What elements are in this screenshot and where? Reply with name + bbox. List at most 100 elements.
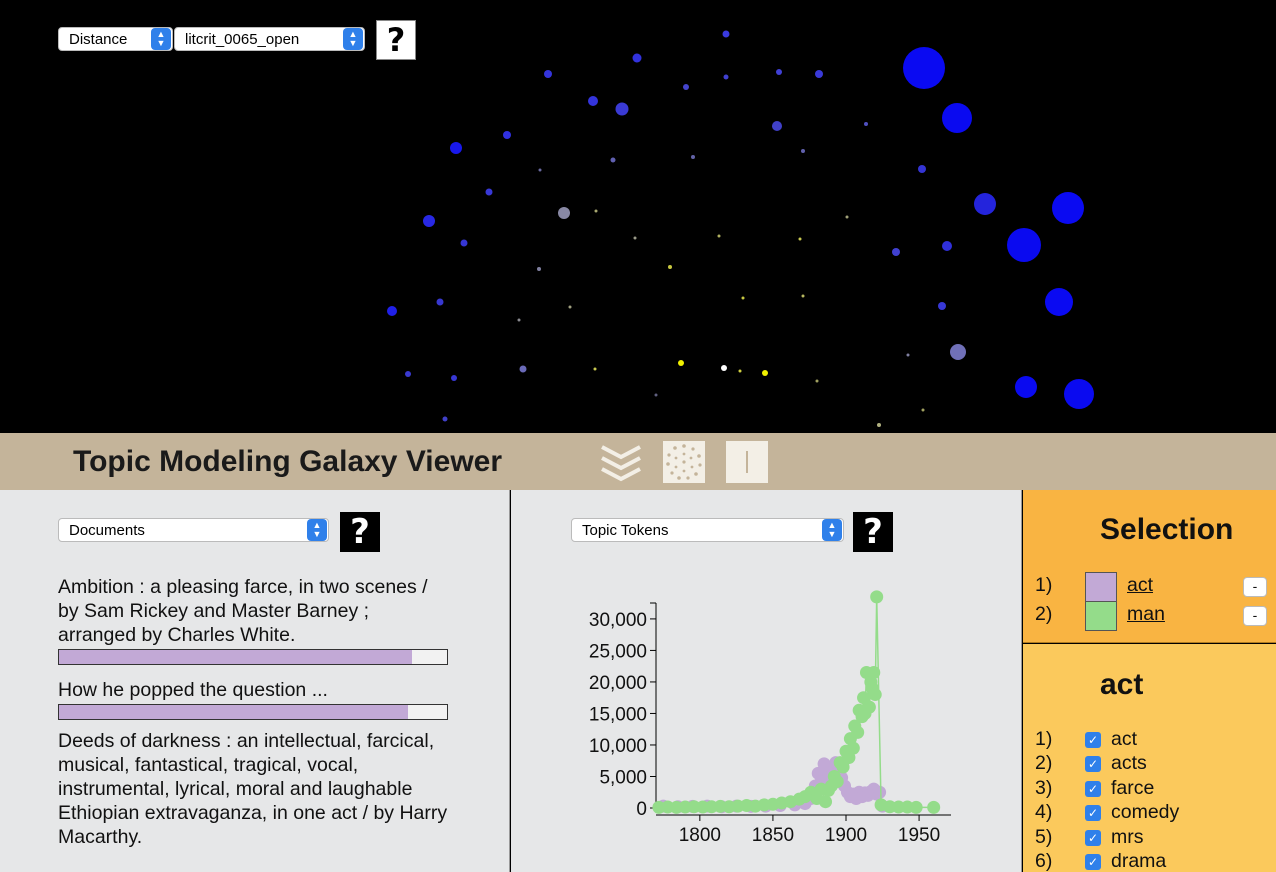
topic-word-checkbox[interactable]: ✓	[1085, 830, 1101, 846]
topic-node[interactable]	[538, 168, 542, 172]
series-2-point[interactable]	[909, 800, 923, 814]
topic-word-item[interactable]: 2) ✓ acts	[1035, 752, 1265, 776]
remove-selection-button[interactable]: -	[1243, 606, 1267, 626]
topic-node[interactable]	[892, 248, 900, 256]
topic-node[interactable]	[460, 239, 468, 247]
topic-node[interactable]	[815, 70, 823, 78]
document-item[interactable]: How he popped the question ...	[58, 678, 448, 720]
topic-node[interactable]	[903, 47, 945, 89]
topic-node[interactable]	[950, 344, 966, 360]
series-2-point[interactable]	[819, 795, 833, 809]
document-item[interactable]: Ambition : a pleasing farce, in two scen…	[58, 575, 448, 665]
topic-node[interactable]	[1007, 228, 1041, 262]
galaxy-view[interactable]: Distance ▲ ▼ litcrit_0065_open ▲ ▼ ?	[0, 0, 1276, 433]
topic-word-checkbox[interactable]: ✓	[1085, 805, 1101, 821]
topic-word-item[interactable]: 4) ✓ comedy	[1035, 801, 1265, 825]
selection-item-link[interactable]: man	[1127, 603, 1165, 625]
topic-node[interactable]	[485, 188, 493, 196]
topic-node[interactable]	[877, 423, 881, 427]
topic-node[interactable]	[721, 365, 727, 371]
topic-node[interactable]	[717, 234, 721, 238]
series-1-point[interactable]	[873, 785, 887, 799]
topic-node[interactable]	[436, 298, 444, 306]
model-select[interactable]: litcrit_0065_open ▲ ▼	[174, 27, 365, 51]
topic-word-item[interactable]: 6) ✓ drama	[1035, 850, 1265, 872]
topic-node[interactable]	[741, 296, 745, 300]
metric-select[interactable]: Distance ▲ ▼	[58, 27, 173, 51]
topic-node[interactable]	[722, 30, 730, 38]
topic-node[interactable]	[723, 74, 729, 80]
topic-node[interactable]	[776, 69, 782, 75]
topic-node[interactable]	[678, 360, 684, 366]
topic-node[interactable]	[519, 365, 527, 373]
topic-node[interactable]	[442, 416, 448, 422]
topic-node[interactable]	[918, 165, 926, 173]
selection-item[interactable]: 1) act -	[1035, 572, 1273, 602]
topic-node[interactable]	[974, 193, 996, 215]
topic-node[interactable]	[451, 375, 457, 381]
series-2-point[interactable]	[857, 691, 871, 705]
topic-node[interactable]	[537, 267, 541, 271]
topic-galaxy[interactable]	[0, 0, 1276, 433]
topic-node[interactable]	[772, 121, 782, 131]
chart-metric-select[interactable]: Topic Tokens ▲ ▼	[571, 518, 844, 542]
documents-help-button[interactable]: ?	[340, 512, 380, 552]
document-item[interactable]: Deeds of darkness : an intellectual, far…	[58, 729, 448, 849]
topic-word-item[interactable]: 5) ✓ mrs	[1035, 826, 1265, 850]
series-2-point[interactable]	[868, 688, 882, 702]
topic-node[interactable]	[864, 122, 868, 126]
topic-word-item[interactable]: 3) ✓ farce	[1035, 777, 1265, 801]
series-2-point[interactable]	[927, 800, 941, 814]
topic-node[interactable]	[762, 370, 768, 376]
topic-node[interactable]	[615, 102, 629, 116]
topic-node[interactable]	[503, 131, 511, 139]
series-2-point[interactable]	[830, 775, 844, 789]
topic-node[interactable]	[1052, 192, 1084, 224]
topic-node[interactable]	[594, 209, 598, 213]
chart-help-button[interactable]: ?	[853, 512, 893, 552]
topic-node[interactable]	[668, 265, 672, 269]
series-2-point[interactable]	[867, 665, 881, 679]
topic-node[interactable]	[801, 294, 805, 298]
topic-node[interactable]	[942, 241, 952, 251]
divider-line-icon[interactable]	[726, 441, 768, 483]
topic-node[interactable]	[633, 236, 637, 240]
topic-node[interactable]	[593, 367, 597, 371]
topic-node[interactable]	[1045, 288, 1073, 316]
topic-node[interactable]	[405, 371, 411, 377]
topic-node[interactable]	[691, 155, 695, 159]
topic-node[interactable]	[845, 215, 849, 219]
topic-node[interactable]	[921, 408, 925, 412]
topic-word-checkbox[interactable]: ✓	[1085, 732, 1101, 748]
documents-select[interactable]: Documents ▲ ▼	[58, 518, 329, 542]
topic-node[interactable]	[588, 96, 598, 106]
collapse-chevrons-icon[interactable]	[600, 441, 642, 483]
topic-node[interactable]	[568, 305, 572, 309]
topic-node[interactable]	[450, 142, 462, 154]
topic-node[interactable]	[815, 379, 819, 383]
series-2-point[interactable]	[846, 741, 860, 755]
scatter-layout-icon[interactable]	[663, 441, 705, 483]
topic-node[interactable]	[387, 306, 397, 316]
topic-node[interactable]	[683, 84, 689, 90]
topic-node[interactable]	[544, 70, 552, 78]
series-2-point[interactable]	[836, 760, 850, 774]
topic-node[interactable]	[610, 157, 616, 163]
topic-node[interactable]	[1015, 376, 1037, 398]
topic-node[interactable]	[942, 103, 972, 133]
topic-node[interactable]	[517, 318, 521, 322]
topic-node[interactable]	[558, 207, 570, 219]
topic-word-checkbox[interactable]: ✓	[1085, 781, 1101, 797]
topic-node[interactable]	[938, 302, 946, 310]
topic-node[interactable]	[1064, 379, 1094, 409]
galaxy-help-button[interactable]: ?	[376, 20, 416, 60]
topic-word-checkbox[interactable]: ✓	[1085, 854, 1101, 870]
topic-node[interactable]	[801, 149, 805, 153]
topic-node[interactable]	[654, 393, 658, 397]
topic-word-checkbox[interactable]: ✓	[1085, 756, 1101, 772]
remove-selection-button[interactable]: -	[1243, 577, 1267, 597]
topic-word-item[interactable]: 1) ✓ act	[1035, 728, 1265, 752]
selection-item-link[interactable]: act	[1127, 574, 1154, 596]
selection-item[interactable]: 2) man -	[1035, 601, 1273, 631]
topic-node[interactable]	[423, 215, 435, 227]
